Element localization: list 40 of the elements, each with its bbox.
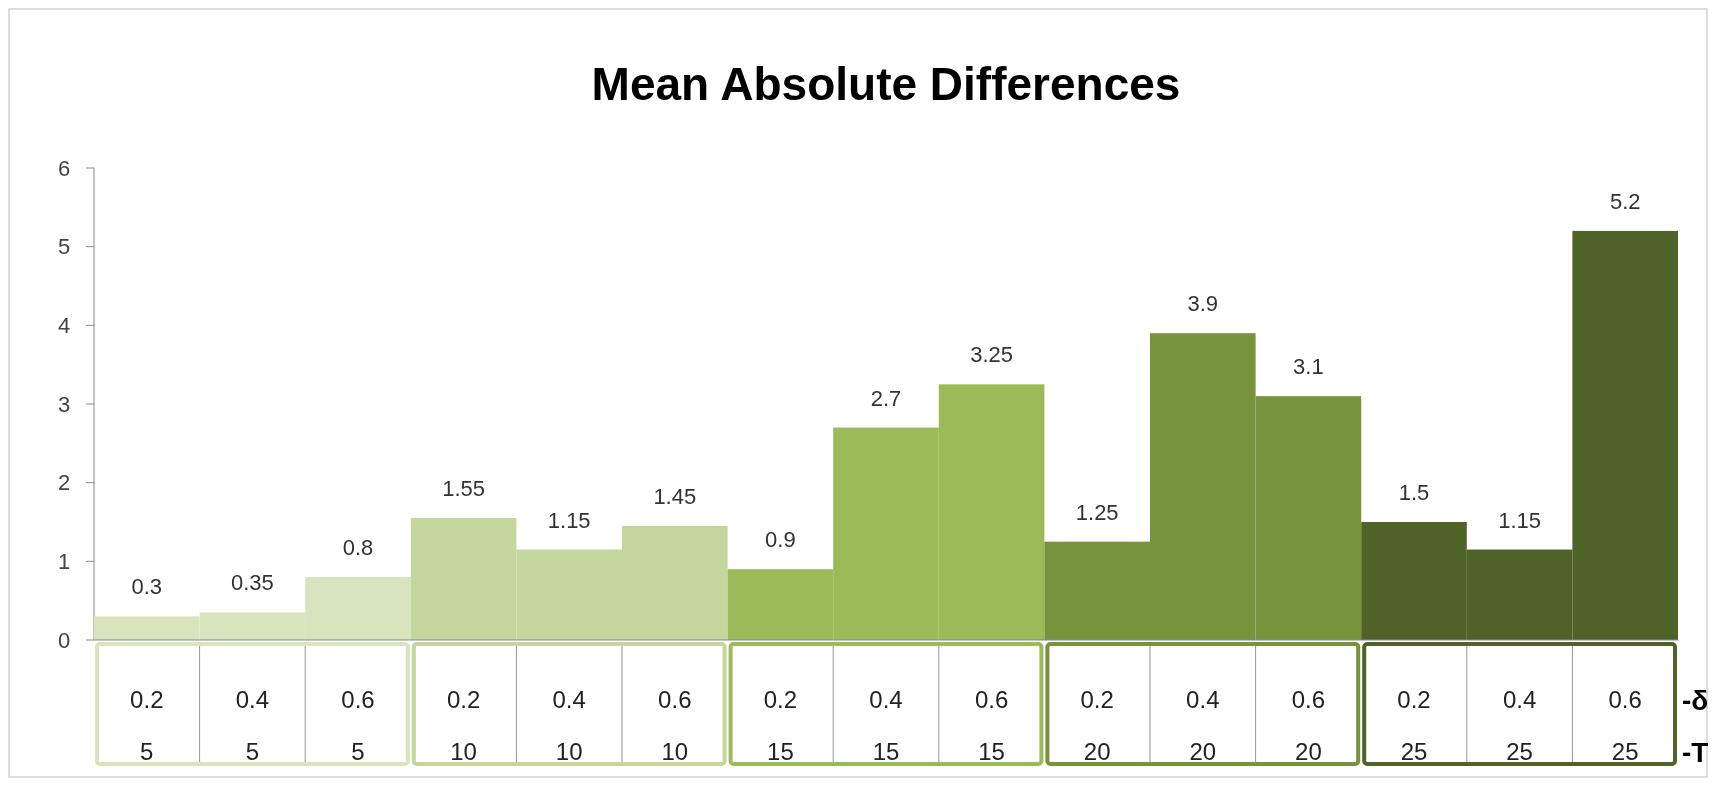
data-label: 3.9 <box>1187 291 1219 317</box>
data-label: 3.1 <box>1293 354 1324 380</box>
x-tick-label: 0.4 5 <box>235 686 270 766</box>
y-tick-label: 2 <box>57 470 71 496</box>
data-label: 0.3 <box>131 574 163 600</box>
y-tick-label: 4 <box>57 313 71 339</box>
data-label: 1.25 <box>1075 499 1119 525</box>
data-label: 1.5 <box>1398 480 1430 505</box>
x-tick-label: 0.2 25 <box>1397 686 1431 766</box>
data-label: 5.2 <box>1609 188 1641 214</box>
text: -δ <box>1682 684 1709 716</box>
x-tick-label: 0.2 5 <box>130 686 164 766</box>
x-tick-label: 0.2 10 <box>446 686 481 766</box>
x-tick-label: 0.6 20 <box>1291 686 1326 766</box>
y-tick-label: 5 <box>57 234 71 260</box>
data-label: 0.35 <box>230 570 274 596</box>
x-tick-label: 0.4 25 <box>1502 686 1537 766</box>
x-tick-label: 0.4 15 <box>869 686 903 766</box>
x-tick-label: 0.6 5 <box>341 686 375 766</box>
data-label: 0.9 <box>765 527 796 553</box>
y-tick-label: 1 <box>57 549 71 575</box>
data-label: 1.15 <box>547 507 591 533</box>
x-tick-label: 0.2 15 <box>763 686 798 766</box>
data-label: 2.7 <box>870 385 902 411</box>
x-tick-label: 0.4 10 <box>552 686 586 766</box>
y-tick-label: 3 <box>57 391 71 417</box>
y-tick-label: 0 <box>57 627 71 653</box>
data-label: 1.45 <box>653 483 697 509</box>
chart-title: Mean Absolute Differences <box>591 58 1181 110</box>
y-tick-label: 6 <box>57 155 71 181</box>
x-tick-label: 0.6 25 <box>1608 686 1642 766</box>
x-tick-label: 0.4 20 <box>1186 686 1220 766</box>
data-label: 1.15 <box>1498 507 1542 533</box>
text: -T <box>1682 736 1709 768</box>
data-label: 1.55 <box>442 476 486 502</box>
x-tick-label: 0.2 20 <box>1080 686 1114 766</box>
x-tick-label: 0.6 10 <box>658 686 692 766</box>
data-label: 0.8 <box>342 535 374 561</box>
x-tick-label: 0.6 15 <box>974 686 1009 766</box>
data-label: 3.25 <box>970 342 1014 368</box>
